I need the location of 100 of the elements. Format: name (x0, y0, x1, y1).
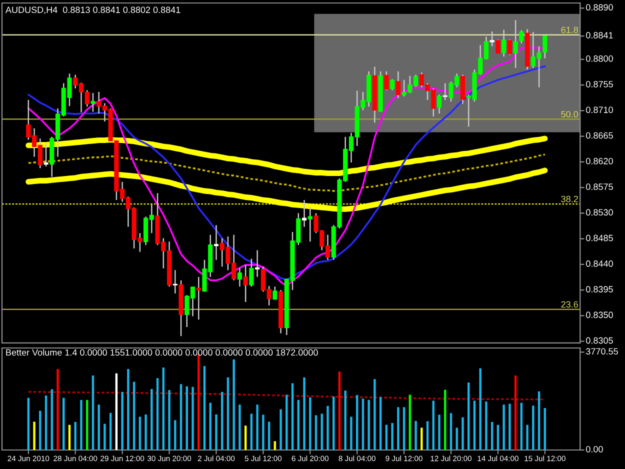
y-tick-label: 3770.55 (586, 348, 618, 355)
candlestick (214, 224, 219, 260)
y-tick-label: 0.8575 (586, 184, 613, 190)
bar (39, 410, 42, 450)
candlestick (384, 70, 389, 91)
bar (344, 390, 346, 450)
bar (408, 394, 412, 450)
candlestick (243, 264, 248, 303)
y-tick-label: 0.8890 (586, 4, 613, 11)
y-tick-label: 0.8395 (586, 286, 613, 292)
candlestick (390, 78, 395, 91)
bar (462, 417, 464, 450)
bar (280, 409, 282, 450)
bar (332, 396, 335, 450)
bar (186, 386, 188, 450)
y-tick-label: 0.8530 (586, 209, 613, 216)
candlestick (502, 29, 506, 58)
bar (502, 404, 505, 450)
candlestick (442, 82, 448, 100)
bar (121, 392, 124, 450)
bar (544, 408, 546, 450)
bar (532, 406, 534, 450)
candlestick (302, 199, 307, 228)
y-tick-label: 0.8665 (586, 132, 613, 139)
candlestick (436, 94, 442, 114)
bar (402, 407, 406, 450)
bar (168, 390, 170, 450)
bar (473, 400, 476, 450)
bar (314, 415, 318, 450)
bar (144, 414, 147, 450)
bar (526, 424, 528, 450)
candlestick (507, 38, 512, 56)
y-tick-label: 0.8841 (586, 32, 613, 38)
chart-title: Better Volume 1.4 0.0000 1551.0000 0.0000 0.0000 0.0000 0.0000 1872.0000 (6, 349, 318, 356)
bar (420, 428, 423, 450)
annotation: 23.6 (561, 301, 578, 308)
candlestick (255, 250, 260, 278)
bar (244, 426, 247, 450)
bar (438, 414, 440, 450)
bar (268, 422, 270, 450)
bar (467, 382, 470, 450)
bar (450, 413, 452, 450)
bar (115, 373, 118, 450)
bar (150, 389, 153, 450)
bar (426, 421, 429, 450)
candlestick (396, 70, 400, 99)
candlestick (172, 269, 178, 294)
bar (215, 414, 218, 450)
bar (232, 359, 235, 450)
candlestick (519, 30, 524, 44)
bar (180, 384, 182, 450)
bar (80, 400, 82, 450)
bar (456, 428, 458, 450)
candlestick (460, 74, 466, 104)
bar (209, 402, 212, 450)
bar (162, 367, 165, 450)
bar (309, 397, 312, 450)
candlestick (44, 142, 48, 168)
candlestick (308, 206, 312, 242)
bar (250, 414, 253, 450)
bar (350, 416, 352, 450)
bar (92, 376, 94, 450)
y-tick-label: 0.00 (586, 446, 603, 452)
y-tick-label: 0.8755 (586, 81, 613, 88)
bar (104, 424, 106, 450)
candlestick (237, 268, 242, 288)
bar (356, 394, 358, 450)
bar (256, 404, 258, 450)
bar (33, 422, 36, 450)
candlestick (490, 30, 494, 47)
bar (432, 400, 435, 450)
candlestick (513, 19, 518, 69)
candlestick (249, 258, 254, 288)
bar (490, 422, 494, 450)
bar (262, 414, 264, 450)
y-tick-label: 0.8800 (586, 55, 613, 62)
bar (74, 422, 76, 450)
y-tick-label: 0.8710 (586, 106, 613, 114)
bar (132, 382, 136, 450)
bar (362, 398, 364, 450)
y-tick-label: 0.8305 (586, 337, 613, 344)
bar (303, 377, 306, 450)
bar (379, 397, 382, 450)
bar (203, 366, 206, 450)
bar (514, 376, 517, 450)
candlestick (196, 276, 201, 320)
bar (485, 401, 488, 450)
candlestick (90, 92, 96, 112)
bar (508, 404, 511, 450)
y-tick-label: 0.8485 (586, 234, 613, 242)
bar (397, 407, 400, 450)
bar (226, 377, 230, 450)
bar (479, 368, 482, 450)
bar (238, 404, 241, 450)
candlestick (542, 35, 548, 59)
bar (192, 386, 194, 450)
annotation: 38.2 (561, 196, 578, 202)
bar (127, 369, 130, 450)
y-tick-label: 0.8440 (586, 260, 613, 267)
bar (338, 372, 341, 450)
